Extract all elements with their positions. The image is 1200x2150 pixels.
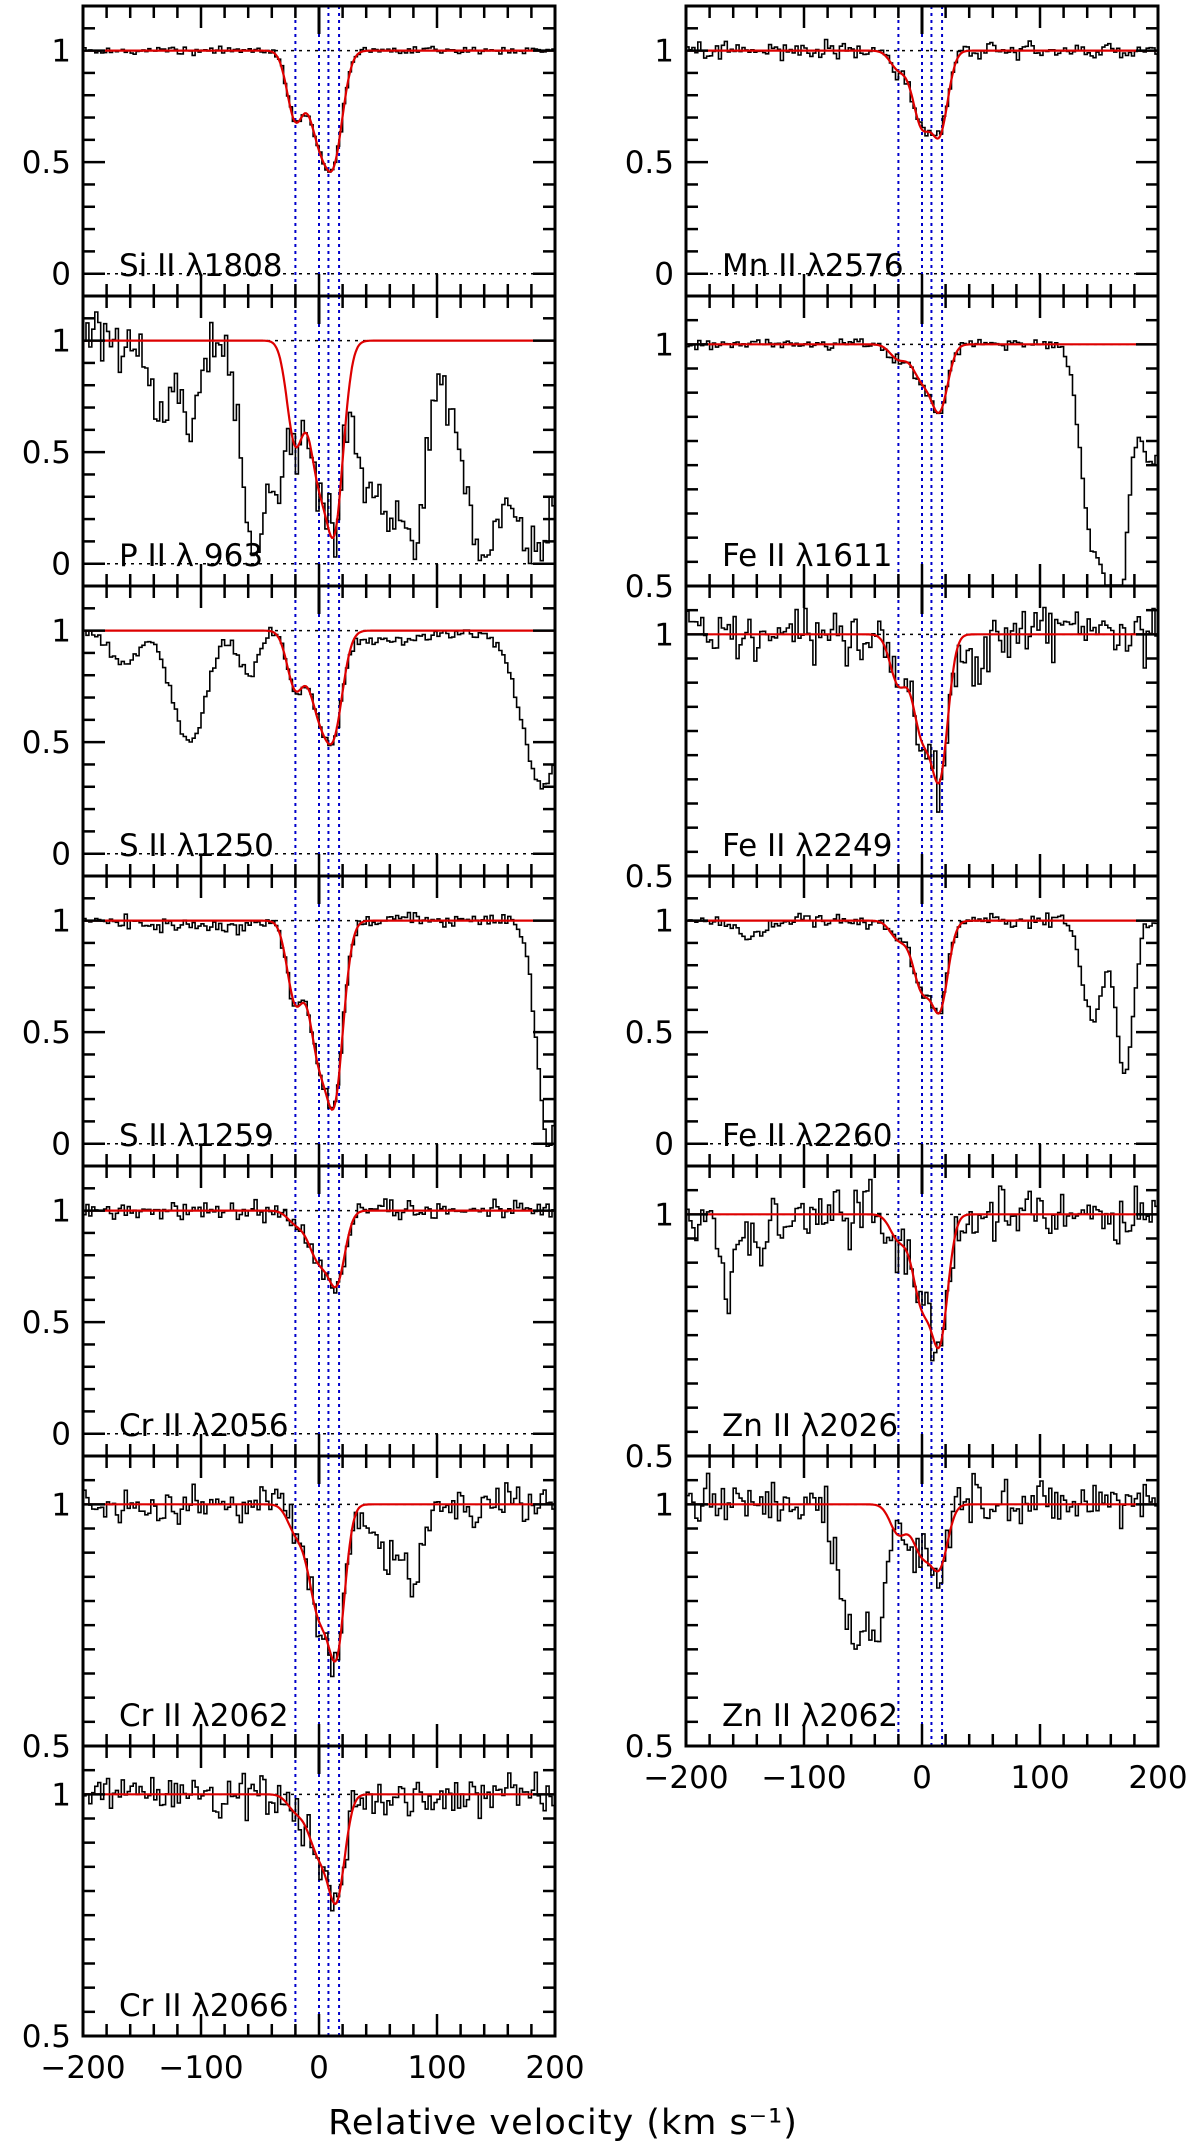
profile-fit: [83, 919, 555, 1111]
x-tick-label: −200: [40, 2050, 125, 2086]
panel-label: Zn II λ2062: [722, 1698, 898, 1734]
y-tick-label: 1: [51, 324, 71, 360]
panel-crii-2062: 1 0.5 Cr II λ2062: [22, 1454, 557, 1765]
y-tick-label: 0.5: [22, 1305, 71, 1341]
x-tick-label: 100: [407, 2050, 466, 2086]
panel-feii-2249: 1 0.5 Fe II λ2249: [625, 584, 1160, 895]
observed-spectrum: [686, 606, 1158, 813]
panel-label: Fe II λ2249: [722, 828, 892, 864]
x-tick-label: 0: [912, 1760, 932, 1796]
y-tick-label: 0.5: [625, 859, 674, 895]
panel-label: Cr II λ2062: [119, 1698, 289, 1734]
observed-spectrum: [686, 912, 1158, 1074]
panel-label: Fe II λ2260: [722, 1118, 892, 1154]
profile-fit: [686, 1213, 1158, 1350]
y-tick-label: 0.5: [22, 435, 71, 471]
x-tick-label: −100: [158, 2050, 243, 2086]
y-tick-label: 0.5: [625, 145, 674, 181]
y-tick-label: 0.5: [625, 1729, 674, 1765]
y-tick-label: 1: [654, 327, 674, 363]
y-tick-label: 0.5: [625, 1015, 674, 1051]
y-tick-label: 1: [654, 34, 674, 70]
observed-spectrum: [83, 1482, 555, 1678]
y-tick-label: 0: [654, 257, 674, 293]
observed-spectrum: [83, 311, 555, 565]
y-tick-label: 1: [51, 34, 71, 70]
panel-label: Mn II λ2576: [722, 248, 904, 284]
panel-label: Cr II λ2066: [119, 1988, 289, 2024]
profile-fit: [686, 1503, 1158, 1573]
x-tick-label: 200: [1128, 1760, 1187, 1796]
y-tick-label: 1: [654, 1487, 674, 1523]
y-tick-label: 1: [51, 614, 71, 650]
x-tick-label: 200: [525, 2050, 584, 2086]
y-tick-label: 1: [654, 904, 674, 940]
right-panel-column: 1 0.5 0 Mn II λ2576 1 0.5 Fe II λ1611 1 0.5 Fe II…: [625, 4, 1188, 1796]
panel-label: Si II λ1808: [119, 248, 283, 284]
profile-fit: [83, 339, 555, 540]
y-tick-label: 0: [51, 1417, 71, 1453]
y-tick-label: 0.5: [22, 725, 71, 761]
observed-spectrum: [686, 1178, 1158, 1362]
panel-label: S II λ1259: [119, 1118, 274, 1154]
panel-mnii-2576: 1 0.5 0 Mn II λ2576: [625, 4, 1160, 298]
y-tick-label: 1: [51, 1487, 71, 1523]
panel-pii-963: 1 0.5 0 P II λ 963: [22, 294, 557, 588]
profile-fit: [83, 629, 555, 746]
y-tick-label: 0.5: [22, 2019, 71, 2055]
x-tick-label: −200: [643, 1760, 728, 1796]
y-tick-label: 1: [654, 1197, 674, 1233]
y-tick-label: 1: [51, 1777, 71, 1813]
panel-siii-1808: 1 0.5 0 Si II λ1808: [22, 4, 557, 298]
panel-sii-1259: 1 0.5 0 S II λ1259: [22, 874, 557, 1168]
panel-crii-2066: 1 0.5 Cr II λ2066: [22, 1744, 557, 2055]
x-tick-label: 0: [309, 2050, 329, 2086]
panel-znii-2026: 1 0.5 Zn II λ2026: [625, 1164, 1160, 1475]
panel-sii-1250: 1 0.5 0 S II λ1250: [22, 584, 557, 878]
x-axis-title: Relative velocity (km s⁻¹): [328, 2103, 798, 2143]
y-tick-label: 0.5: [625, 1439, 674, 1475]
profile-fit: [83, 49, 555, 173]
panel-crii-2056: 1 0.5 0 Cr II λ2056: [22, 1164, 557, 1458]
y-tick-label: 0.5: [22, 1729, 71, 1765]
panel-label: Zn II λ2026: [722, 1408, 898, 1444]
profile-fit: [83, 1209, 555, 1289]
y-tick-label: 0: [51, 837, 71, 873]
panel-label: S II λ1250: [119, 828, 274, 864]
panel-feii-2260: 1 0.5 0 Fe II λ2260: [625, 874, 1160, 1168]
left-panel-column: 1 0.5 0 Si II λ1808 1 0.5 0 P II λ 963 1 0.5 0 S II…: [22, 4, 585, 2086]
y-tick-label: 1: [51, 1194, 71, 1230]
profile-fit: [686, 343, 1158, 415]
x-tick-label: 100: [1010, 1760, 1069, 1796]
profile-fit: [686, 919, 1158, 1015]
observed-spectrum: [83, 1771, 555, 1912]
observed-spectrum: [83, 626, 555, 790]
observed-spectrum: [686, 1472, 1158, 1650]
panel-label: Cr II λ2056: [119, 1408, 289, 1444]
profile-fit: [83, 1793, 555, 1906]
y-tick-label: 0: [51, 257, 71, 293]
y-tick-label: 0: [51, 547, 71, 583]
panel-label: Fe II λ1611: [722, 538, 892, 574]
y-tick-label: 0.5: [22, 1015, 71, 1051]
observed-spectrum: [686, 38, 1158, 137]
y-tick-label: 1: [51, 904, 71, 940]
y-tick-label: 0.5: [22, 145, 71, 181]
y-tick-label: 0.5: [625, 569, 674, 605]
panel-znii-2062: 1 0.5 Zn II λ2062: [625, 1454, 1160, 1765]
y-tick-label: 1: [654, 617, 674, 653]
y-tick-label: 0: [654, 1127, 674, 1163]
x-tick-label: −100: [761, 1760, 846, 1796]
profile-fit: [83, 1503, 555, 1663]
panel-feii-1611: 1 0.5 Fe II λ1611: [625, 294, 1160, 605]
y-tick-label: 0: [51, 1127, 71, 1163]
profile-fit: [686, 49, 1158, 140]
panel-label: P II λ 963: [119, 538, 263, 574]
profile-fit: [686, 633, 1158, 785]
